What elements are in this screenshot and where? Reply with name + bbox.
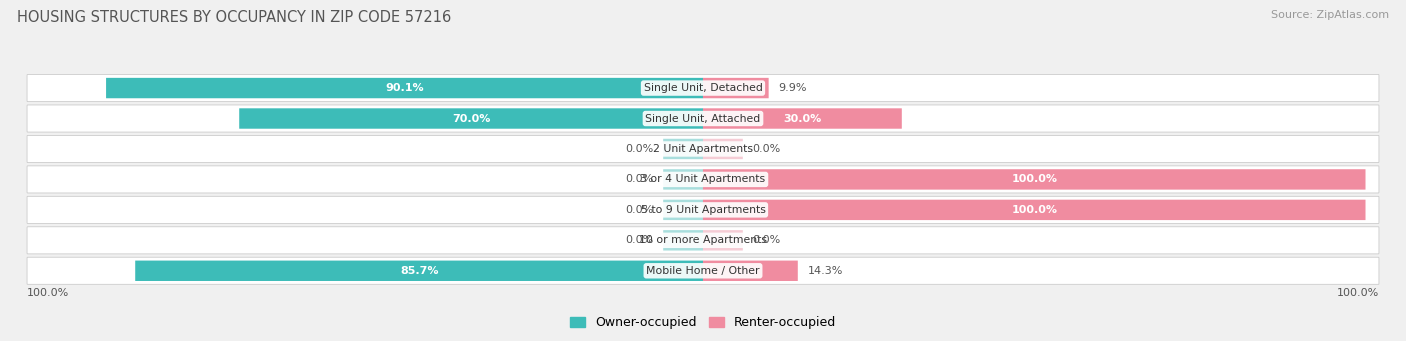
FancyBboxPatch shape [664, 169, 703, 190]
FancyBboxPatch shape [27, 135, 1379, 163]
Text: 0.0%: 0.0% [626, 144, 654, 154]
FancyBboxPatch shape [239, 108, 703, 129]
FancyBboxPatch shape [703, 200, 1365, 220]
Legend: Owner-occupied, Renter-occupied: Owner-occupied, Renter-occupied [569, 316, 837, 329]
Text: 0.0%: 0.0% [626, 175, 654, 184]
Text: 0.0%: 0.0% [626, 205, 654, 215]
Text: 3 or 4 Unit Apartments: 3 or 4 Unit Apartments [641, 175, 765, 184]
Text: 9.9%: 9.9% [779, 83, 807, 93]
Text: 90.1%: 90.1% [385, 83, 423, 93]
FancyBboxPatch shape [664, 200, 703, 220]
FancyBboxPatch shape [27, 196, 1379, 223]
Text: 0.0%: 0.0% [626, 235, 654, 245]
Text: 2 Unit Apartments: 2 Unit Apartments [652, 144, 754, 154]
FancyBboxPatch shape [703, 230, 742, 251]
FancyBboxPatch shape [27, 74, 1379, 102]
Text: Single Unit, Detached: Single Unit, Detached [644, 83, 762, 93]
Text: HOUSING STRUCTURES BY OCCUPANCY IN ZIP CODE 57216: HOUSING STRUCTURES BY OCCUPANCY IN ZIP C… [17, 10, 451, 25]
Text: 5 to 9 Unit Apartments: 5 to 9 Unit Apartments [641, 205, 765, 215]
FancyBboxPatch shape [27, 105, 1379, 132]
Text: 0.0%: 0.0% [752, 235, 780, 245]
Text: 100.0%: 100.0% [1011, 205, 1057, 215]
FancyBboxPatch shape [703, 78, 769, 98]
FancyBboxPatch shape [703, 139, 742, 159]
Text: Source: ZipAtlas.com: Source: ZipAtlas.com [1271, 10, 1389, 20]
FancyBboxPatch shape [27, 166, 1379, 193]
Text: 30.0%: 30.0% [783, 114, 821, 123]
FancyBboxPatch shape [664, 139, 703, 159]
FancyBboxPatch shape [105, 78, 703, 98]
FancyBboxPatch shape [664, 230, 703, 251]
Text: 70.0%: 70.0% [451, 114, 491, 123]
Text: 10 or more Apartments: 10 or more Apartments [638, 235, 768, 245]
Text: 100.0%: 100.0% [1337, 288, 1379, 298]
FancyBboxPatch shape [135, 261, 703, 281]
FancyBboxPatch shape [703, 108, 901, 129]
Text: 14.3%: 14.3% [807, 266, 844, 276]
Text: 100.0%: 100.0% [27, 288, 69, 298]
FancyBboxPatch shape [27, 257, 1379, 284]
Text: 100.0%: 100.0% [1011, 175, 1057, 184]
FancyBboxPatch shape [703, 169, 1365, 190]
FancyBboxPatch shape [27, 227, 1379, 254]
Text: Mobile Home / Other: Mobile Home / Other [647, 266, 759, 276]
Text: 85.7%: 85.7% [399, 266, 439, 276]
Text: Single Unit, Attached: Single Unit, Attached [645, 114, 761, 123]
FancyBboxPatch shape [703, 261, 797, 281]
Text: 0.0%: 0.0% [752, 144, 780, 154]
